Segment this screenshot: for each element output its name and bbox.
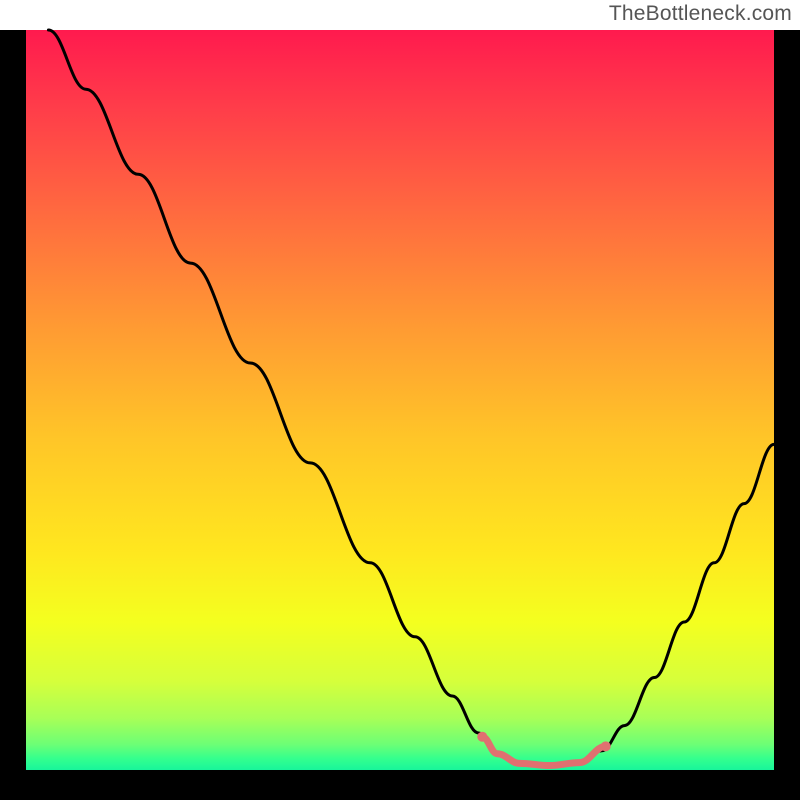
chart-background [26, 30, 774, 770]
bottleneck-chart [0, 0, 800, 800]
